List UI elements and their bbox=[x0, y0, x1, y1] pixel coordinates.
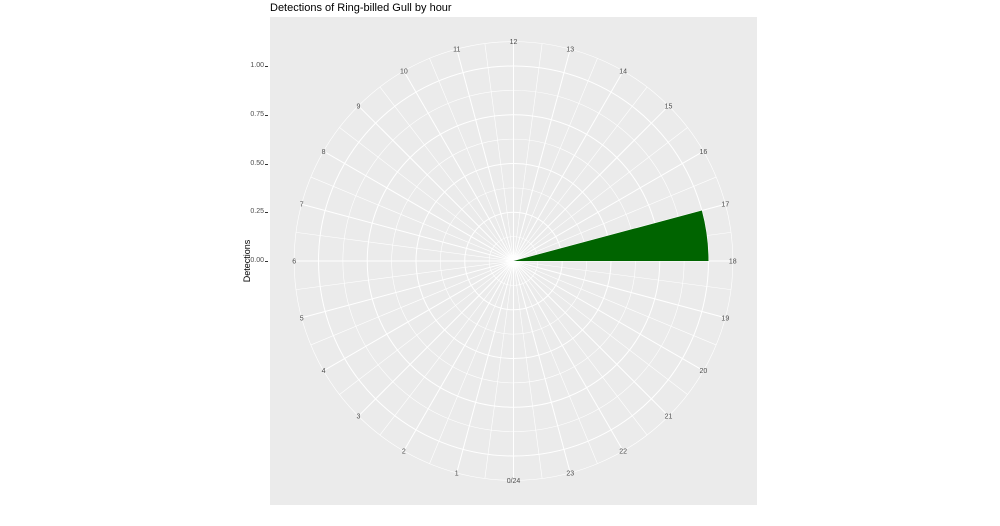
grid-spoke-minor bbox=[339, 127, 514, 262]
hour-label: 9 bbox=[356, 103, 360, 110]
hour-label: 4 bbox=[322, 368, 326, 375]
y-tick-mark bbox=[265, 114, 268, 116]
grid-spoke-minor bbox=[296, 232, 514, 262]
hour-label: 13 bbox=[566, 47, 574, 54]
hour-label: 11 bbox=[453, 47, 460, 54]
hour-label: 15 bbox=[665, 103, 673, 110]
grid-spoke-minor bbox=[513, 127, 688, 262]
chart-title: Detections of Ring-billed Gull by hour bbox=[270, 2, 452, 14]
grid-spoke-hour bbox=[513, 260, 624, 452]
grid-spoke-minor bbox=[339, 260, 514, 395]
grid-spoke-hour bbox=[301, 203, 514, 262]
hour-label: 20 bbox=[700, 368, 708, 375]
grid-spoke-hour bbox=[358, 260, 514, 417]
grid-spoke-minor bbox=[513, 260, 688, 395]
bar-wedge bbox=[513, 210, 709, 261]
y-tick-label: 1.00 bbox=[250, 62, 264, 69]
hour-label: 3 bbox=[356, 414, 360, 421]
grid-spoke-hour bbox=[403, 260, 514, 452]
grid-spoke-minor bbox=[429, 260, 514, 464]
grid-spoke-minor bbox=[379, 260, 514, 436]
hour-label: 18 bbox=[729, 259, 737, 266]
y-tick-label: 0.50 bbox=[250, 159, 264, 167]
hour-label: 8 bbox=[322, 149, 326, 156]
y-tick-label: 0.00 bbox=[250, 257, 264, 264]
grid-spoke-hour bbox=[456, 260, 514, 473]
hour-label: 1 bbox=[455, 470, 459, 477]
grid-spoke-hour bbox=[513, 150, 704, 262]
y-tick-mark bbox=[265, 212, 268, 214]
grid-spoke-minor bbox=[513, 43, 543, 262]
grid-spoke-hour bbox=[513, 260, 669, 417]
grid-spoke-hour bbox=[323, 150, 514, 262]
hour-label: 16 bbox=[700, 149, 708, 156]
grid-spoke-hour bbox=[403, 70, 514, 262]
grid-spoke-minor bbox=[513, 260, 648, 436]
grid-spoke-hour bbox=[513, 70, 624, 262]
grid-spoke-hour bbox=[513, 260, 571, 473]
grid-spoke-hour bbox=[358, 105, 514, 262]
grid-spoke-hour bbox=[323, 260, 514, 372]
hour-label: 17 bbox=[721, 202, 729, 209]
hour-label: 23 bbox=[566, 470, 574, 477]
hour-label: 14 bbox=[619, 69, 627, 76]
grid-spoke-minor bbox=[513, 260, 717, 346]
hour-label: 7 bbox=[300, 202, 304, 209]
grid-spoke-minor bbox=[484, 43, 514, 262]
grid-spoke-minor bbox=[379, 86, 514, 262]
grid-spoke-minor bbox=[296, 260, 514, 290]
grid-spoke-hour bbox=[513, 260, 704, 372]
hour-label: 5 bbox=[300, 315, 304, 322]
grid-spoke-hour bbox=[513, 49, 571, 262]
grid-spoke-minor bbox=[429, 58, 514, 262]
grid-circle-minor bbox=[293, 41, 734, 481]
grid-spoke-hour bbox=[301, 260, 514, 319]
hour-label: 0/24 bbox=[507, 478, 521, 485]
grid-spoke-hour bbox=[513, 260, 726, 319]
y-tick-mark bbox=[265, 163, 268, 165]
grid-spoke-hour bbox=[513, 105, 669, 262]
polar-chart-panel: 0/24123456789101112131415161718192021222… bbox=[270, 17, 757, 505]
grid-spoke-minor bbox=[310, 260, 514, 346]
hour-label: 2 bbox=[402, 448, 406, 455]
hour-label: 12 bbox=[510, 39, 518, 46]
grid-spoke-minor bbox=[513, 260, 543, 479]
hour-label: 22 bbox=[619, 448, 627, 455]
grid-spoke-minor bbox=[513, 86, 648, 262]
grid-spoke-minor bbox=[513, 260, 731, 290]
hour-label: 21 bbox=[665, 414, 673, 421]
grid-spoke-hour bbox=[456, 49, 514, 262]
grid-spoke-minor bbox=[310, 176, 514, 262]
hour-label: 19 bbox=[721, 315, 729, 322]
grid-spoke-minor bbox=[513, 176, 717, 262]
y-tick-label: 0.25 bbox=[250, 208, 264, 216]
y-tick-mark bbox=[265, 261, 268, 262]
hour-label: 10 bbox=[400, 69, 408, 76]
y-tick-label: 0.75 bbox=[250, 110, 264, 118]
y-tick-mark bbox=[265, 66, 268, 67]
grid-spoke-minor bbox=[484, 260, 514, 479]
grid-spoke-minor bbox=[513, 260, 598, 464]
hour-label: 6 bbox=[292, 259, 296, 266]
grid-spoke-minor bbox=[513, 58, 598, 262]
